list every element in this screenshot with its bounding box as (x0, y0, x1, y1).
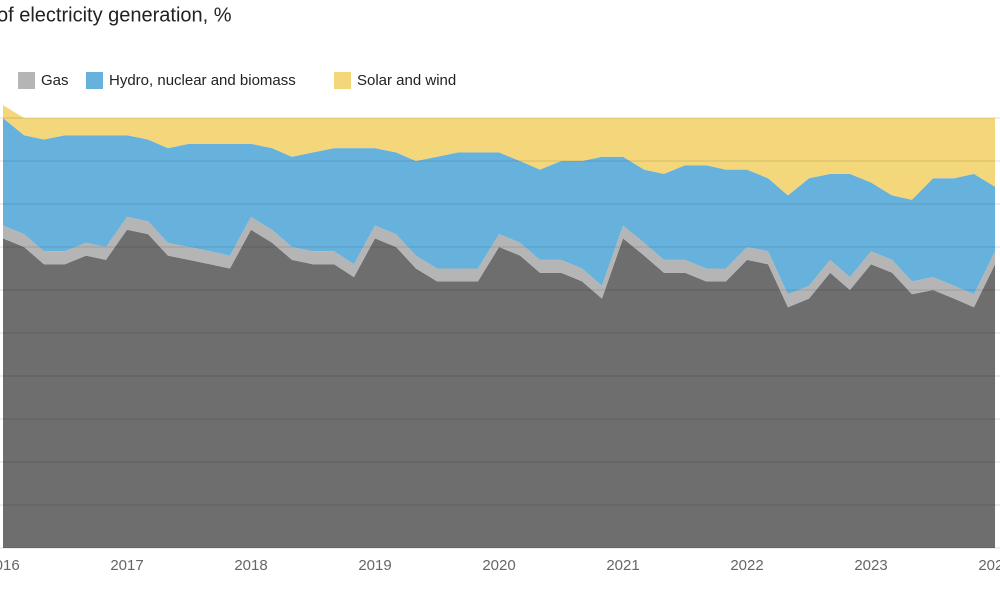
legend-swatch (86, 72, 103, 89)
x-tick-label: 2023 (854, 557, 887, 574)
x-tick-label: 2020 (482, 557, 515, 574)
legend-label: Gas (41, 72, 69, 89)
x-tick-label: 2021 (606, 557, 639, 574)
x-tick-label: 2018 (234, 557, 267, 574)
legend-swatch (334, 72, 351, 89)
area (3, 229, 996, 549)
area (3, 105, 996, 200)
x-tick-label: 2016 (0, 557, 20, 574)
area (3, 216, 996, 308)
legend-swatch (18, 72, 35, 89)
x-tick-label: 2017 (110, 557, 143, 574)
legend-label: Solar and wind (357, 72, 456, 89)
x-tick-label: 2019 (358, 557, 391, 574)
legend-label: Hydro, nuclear and biomass (109, 72, 296, 89)
chart-title: of electricity generation, % (0, 4, 232, 26)
x-tick-label: 2024 (978, 557, 1000, 574)
x-tick-label: 2022 (730, 557, 763, 574)
area (3, 118, 996, 295)
